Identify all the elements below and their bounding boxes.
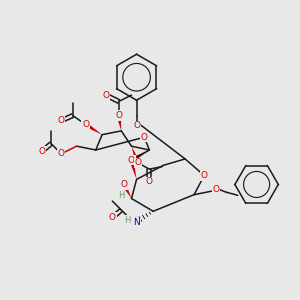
Text: O: O [120, 180, 127, 189]
Polygon shape [84, 123, 102, 135]
Text: O: O [128, 156, 135, 165]
Polygon shape [131, 146, 140, 164]
Text: O: O [115, 111, 122, 120]
Text: O: O [58, 116, 65, 125]
Text: O: O [109, 213, 116, 222]
Text: H: H [124, 216, 131, 225]
Text: O: O [201, 171, 208, 180]
Text: N: N [133, 218, 140, 227]
Text: H: H [118, 191, 124, 200]
Text: O: O [39, 147, 46, 156]
Text: O: O [134, 158, 141, 167]
Polygon shape [116, 115, 121, 131]
Text: O: O [146, 177, 153, 186]
Text: O: O [212, 185, 219, 194]
Text: O: O [141, 133, 148, 142]
Polygon shape [122, 183, 131, 199]
Text: O: O [58, 149, 65, 158]
Polygon shape [129, 160, 137, 179]
Text: O: O [133, 121, 140, 130]
Text: O: O [103, 91, 110, 100]
Text: O: O [82, 120, 89, 129]
Polygon shape [130, 150, 149, 162]
